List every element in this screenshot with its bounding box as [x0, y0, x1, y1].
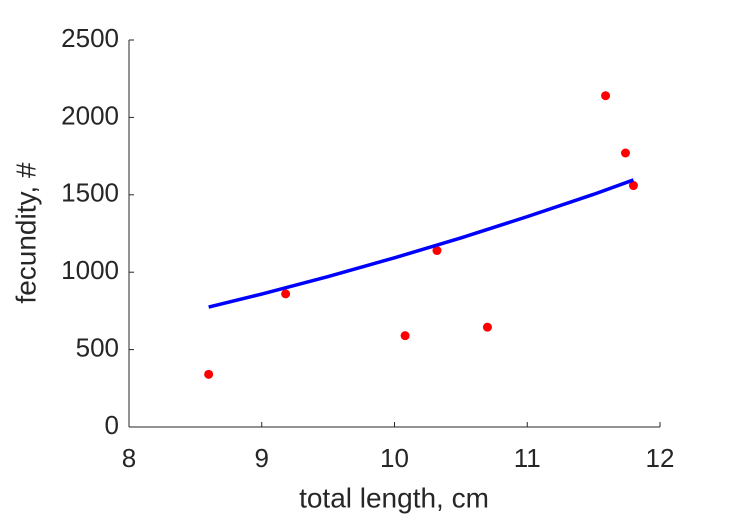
x-tick-label: 8: [122, 443, 136, 473]
scatter-point: [432, 246, 442, 256]
x-axis-label: total length, cm: [299, 482, 489, 513]
fit-line: [208, 178, 635, 309]
y-tick-label: 500: [76, 332, 119, 362]
y-tick-label: 2500: [61, 23, 119, 53]
x-tick-label: 9: [255, 443, 269, 473]
scatter-point: [601, 91, 611, 101]
y-tick-label: 0: [105, 410, 119, 440]
y-tick-label: 1500: [61, 178, 119, 208]
x-tick-label: 11: [514, 443, 541, 473]
y-axis-label: fecundity, #: [10, 162, 41, 304]
scatter-point: [204, 369, 214, 379]
scatter-point: [482, 322, 492, 332]
x-tick-label: 12: [646, 443, 675, 473]
scatter-point: [400, 331, 410, 341]
scatter-point: [628, 181, 638, 191]
y-tick-label: 1000: [61, 255, 119, 285]
y-tick-label: 2000: [61, 100, 119, 130]
x-tick-label: 10: [380, 443, 409, 473]
scatter-point: [620, 148, 630, 158]
scatter-point: [281, 289, 291, 299]
